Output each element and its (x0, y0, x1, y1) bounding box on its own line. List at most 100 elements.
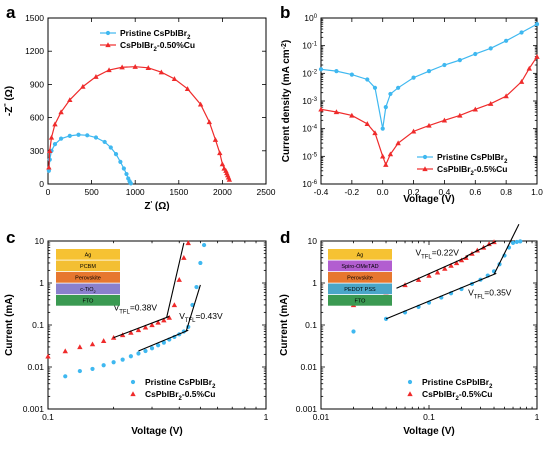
y-axis-label-part: (Ω) (4, 86, 15, 103)
data-point (380, 153, 386, 159)
data-point (383, 161, 389, 167)
device-layer-label: FTO (355, 299, 367, 305)
vtfl-annotation-part: =0.22V (432, 248, 460, 258)
vtfl-annotation-part: =0.35V (484, 288, 512, 298)
data-point (176, 276, 182, 282)
panel-letter-part: c (6, 228, 15, 247)
x-tick-label: 1 (264, 412, 269, 422)
x-axis-label-part: (Ω) (152, 201, 169, 212)
x-axis-label: Z' (Ω) (144, 201, 169, 213)
y-tick-label: 10-3 (302, 96, 317, 106)
data-point (372, 130, 378, 136)
legend-label: CsPbIBr2-0.50%Cu (120, 40, 195, 53)
y-tick-label-part: -2 (312, 69, 317, 75)
data-point (198, 260, 203, 266)
y-tick-label: 100 (304, 13, 317, 23)
panel-letter: b (280, 3, 290, 22)
vtfl-annotation-part: V (468, 288, 474, 298)
y-tick-label: 900 (30, 79, 44, 89)
data-point (46, 164, 52, 170)
panel-letter: c (6, 228, 15, 247)
vtfl-annotation-part: V (179, 311, 185, 321)
legend-label: CsPbIBr2-0.5%Cu (145, 389, 215, 402)
device-layer-label-part: Spiro-OMeTAD (341, 264, 378, 270)
panel-letter-part: d (280, 228, 290, 247)
device-layer (56, 249, 120, 260)
x-tick-label-part: 0.8 (500, 187, 512, 197)
y-tick-label-part: 0.001 (23, 404, 45, 414)
y-tick-label: 10-4 (302, 124, 317, 134)
y-tick-label: 10-5 (302, 151, 317, 161)
data-point (194, 284, 199, 290)
data-point (102, 139, 107, 145)
device-layer-label-part: Perovskite (75, 276, 101, 282)
device-layer (328, 272, 392, 283)
data-point (472, 106, 478, 112)
y-axis-label-part: Current (mA) (279, 294, 290, 356)
legend-label-part: 2 (179, 396, 183, 402)
x-tick-label-part: 0.1 (42, 412, 54, 422)
y-axis-label: Current (mA) (4, 294, 15, 356)
series-pristine (46, 132, 133, 186)
x-axis-label-part: ' (150, 201, 152, 208)
legend-label: Pristine CsPbIBr2 (145, 377, 216, 390)
x-tick-label-part: 0 (46, 187, 51, 197)
data-point (111, 360, 116, 365)
legend-marker (422, 154, 428, 160)
x-tick-label: 0.6 (469, 187, 481, 197)
x-tick-label: 0.01 (313, 412, 330, 422)
data-point (518, 78, 525, 84)
data-point (395, 140, 401, 146)
x-tick-label-part: 0.4 (439, 187, 451, 197)
y-tick-label-part: 10 (35, 236, 45, 246)
y-tick-label: 0.1 (305, 320, 317, 330)
x-tick-label: 1500 (169, 187, 188, 197)
device-layer-label-part: FTO (83, 299, 95, 305)
data-point (217, 150, 223, 156)
y-tick-label-part: 10 (308, 236, 318, 246)
y-tick-label: 10 (308, 236, 318, 246)
data-point (118, 159, 123, 164)
data-point (226, 176, 233, 182)
data-point (161, 317, 167, 323)
y-tick-label-part: 0 (39, 179, 44, 189)
x-tick-label: 0.1 (423, 412, 435, 422)
fit-line (465, 240, 497, 257)
series-line (48, 134, 132, 184)
panel-letter: a (6, 3, 16, 22)
data-point (85, 133, 90, 138)
legend-marker (407, 391, 413, 397)
y-tick-label-part: 10 (302, 124, 312, 134)
data-point (171, 76, 178, 82)
data-point (488, 46, 493, 51)
legend-label-part: CsPbIBr (145, 389, 179, 399)
legend-label: Pristine CsPbIBr2 (422, 377, 493, 390)
y-tick-label-part: 10 (302, 96, 312, 106)
data-point (135, 327, 142, 333)
data-point (101, 363, 106, 368)
y-tick-label-part: -3 (312, 97, 318, 103)
y-tick-label: 10-1 (302, 41, 317, 51)
device-stack: Ag PCBM Perovskite c-TiO2 FTO (56, 249, 120, 306)
device-layer-label-part: Ag (85, 253, 92, 259)
x-tick-label: 2000 (213, 187, 232, 197)
panel-letter-part: b (280, 3, 290, 22)
y-tick-label: 1500 (25, 13, 44, 23)
data-point (89, 341, 96, 347)
x-axis-label-part: Z (144, 201, 150, 212)
legend-label-part: -0.50%Cu (157, 40, 195, 50)
data-point (349, 112, 355, 118)
x-tick-label: 0.8 (500, 187, 512, 197)
device-layer-label: Spiro-OMeTAD (341, 264, 378, 270)
device-layer (56, 272, 120, 283)
y-tick-label: 0.001 (296, 404, 318, 414)
x-tick-label-part: 2500 (257, 187, 276, 197)
legend-label-part: Pristine CsPbIBr (422, 377, 490, 387)
y-tick-label-part: 10 (302, 179, 312, 189)
series-cu-doped (318, 53, 540, 167)
device-layer-label-part: PCBM (80, 264, 96, 270)
y-tick-label: 1 (312, 278, 317, 288)
fit-line (138, 329, 189, 352)
y-tick-label: 10-2 (302, 68, 317, 78)
